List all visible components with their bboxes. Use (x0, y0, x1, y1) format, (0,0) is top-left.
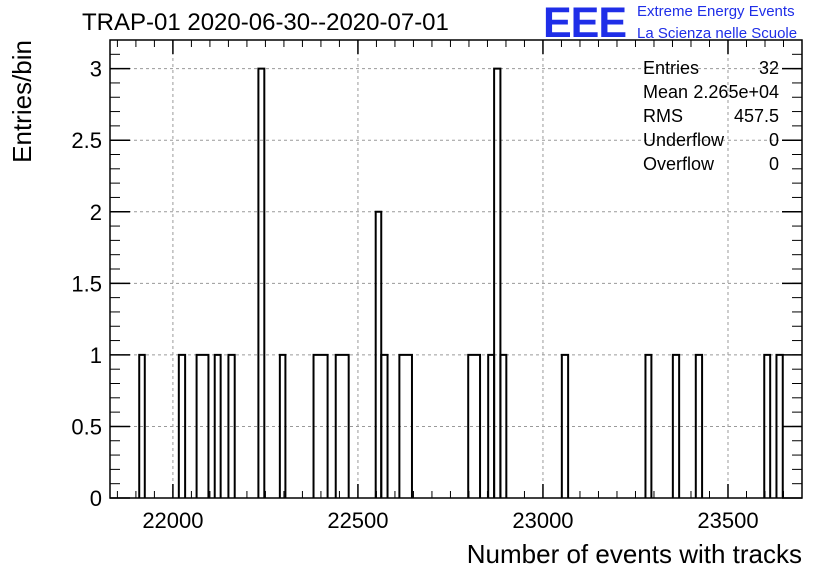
chart-title: TRAP-01 2020-06-30--2020-07-01 (82, 9, 449, 36)
histogram-bar (644, 353, 653, 498)
stats-mean-label: Mean (643, 82, 689, 102)
histogram-bar (177, 353, 187, 498)
stats-overflow-value: 0 (768, 154, 779, 174)
eee-logo: EEE (543, 0, 627, 47)
stats-row-overflow: Overflow 0 (643, 154, 779, 178)
y-tick-label: 0.5 (71, 414, 102, 439)
y-axis-label: Entries/bin (7, 40, 37, 163)
histogram-bar (775, 353, 784, 498)
stats-entries-label: Entries (643, 58, 700, 78)
histogram-bar (195, 353, 210, 498)
histogram-bar (560, 353, 570, 498)
histogram-bar (499, 353, 508, 498)
histogram-bar (257, 67, 266, 498)
y-tick-label: 0 (90, 486, 102, 511)
axis-ticks (110, 39, 803, 499)
histogram-bars (138, 67, 784, 498)
grid-lines (110, 40, 802, 498)
histogram-bar (312, 353, 329, 498)
x-tick-label: 22000 (142, 508, 203, 533)
stats-underflow-value: 0 (768, 130, 779, 150)
stats-row-entries: Entries 32 (643, 58, 779, 82)
histogram-bar (467, 353, 482, 498)
histogram-bar (398, 353, 413, 498)
stats-overflow-label: Overflow (643, 154, 715, 174)
stats-rms-label: RMS (643, 106, 683, 126)
stats-row-rms: RMS 457.5 (643, 106, 779, 130)
stats-mean-value: 2.265e+04 (693, 82, 779, 102)
y-tick-label: 3 (90, 57, 102, 82)
histogram-bar (213, 353, 222, 498)
stats-box: Entries 32 Mean 2.265e+04 RMS 457.5 Unde… (643, 58, 779, 178)
x-tick-label: 22500 (327, 508, 388, 533)
histogram-bar (278, 353, 287, 498)
logo-line-2: La Scienza nelle Scuole (637, 25, 798, 42)
x-tick-label: 23000 (512, 508, 573, 533)
logo-line-1: Extreme Energy Events (637, 3, 795, 20)
y-tick-label: 2.5 (71, 128, 102, 153)
y-tick-label: 1.5 (71, 271, 102, 296)
histogram-bar (334, 353, 350, 498)
tick-labels: 0 0.5 1 1.5 2 2.5 3 22000 22500 23000 23500 (71, 57, 758, 533)
x-axis-label: Number of events with tracks (467, 539, 802, 569)
histogram-bar (380, 353, 389, 498)
histogram-bar (694, 353, 704, 498)
y-tick-label: 1 (90, 343, 102, 368)
histogram-bar (671, 353, 681, 498)
histogram-bar (138, 353, 146, 498)
histogram-bar (763, 353, 772, 498)
stats-rms-value: 457.5 (733, 106, 779, 126)
stats-row-underflow: Underflow 0 (643, 130, 779, 154)
stats-entries-value: 32 (758, 58, 779, 78)
histogram-bar (493, 67, 502, 498)
y-tick-label: 2 (90, 200, 102, 225)
stats-row-mean: Mean 2.265e+04 (643, 82, 779, 106)
histogram-bar (227, 353, 236, 498)
x-tick-label: 23500 (697, 508, 758, 533)
stats-underflow-label: Underflow (643, 130, 725, 150)
